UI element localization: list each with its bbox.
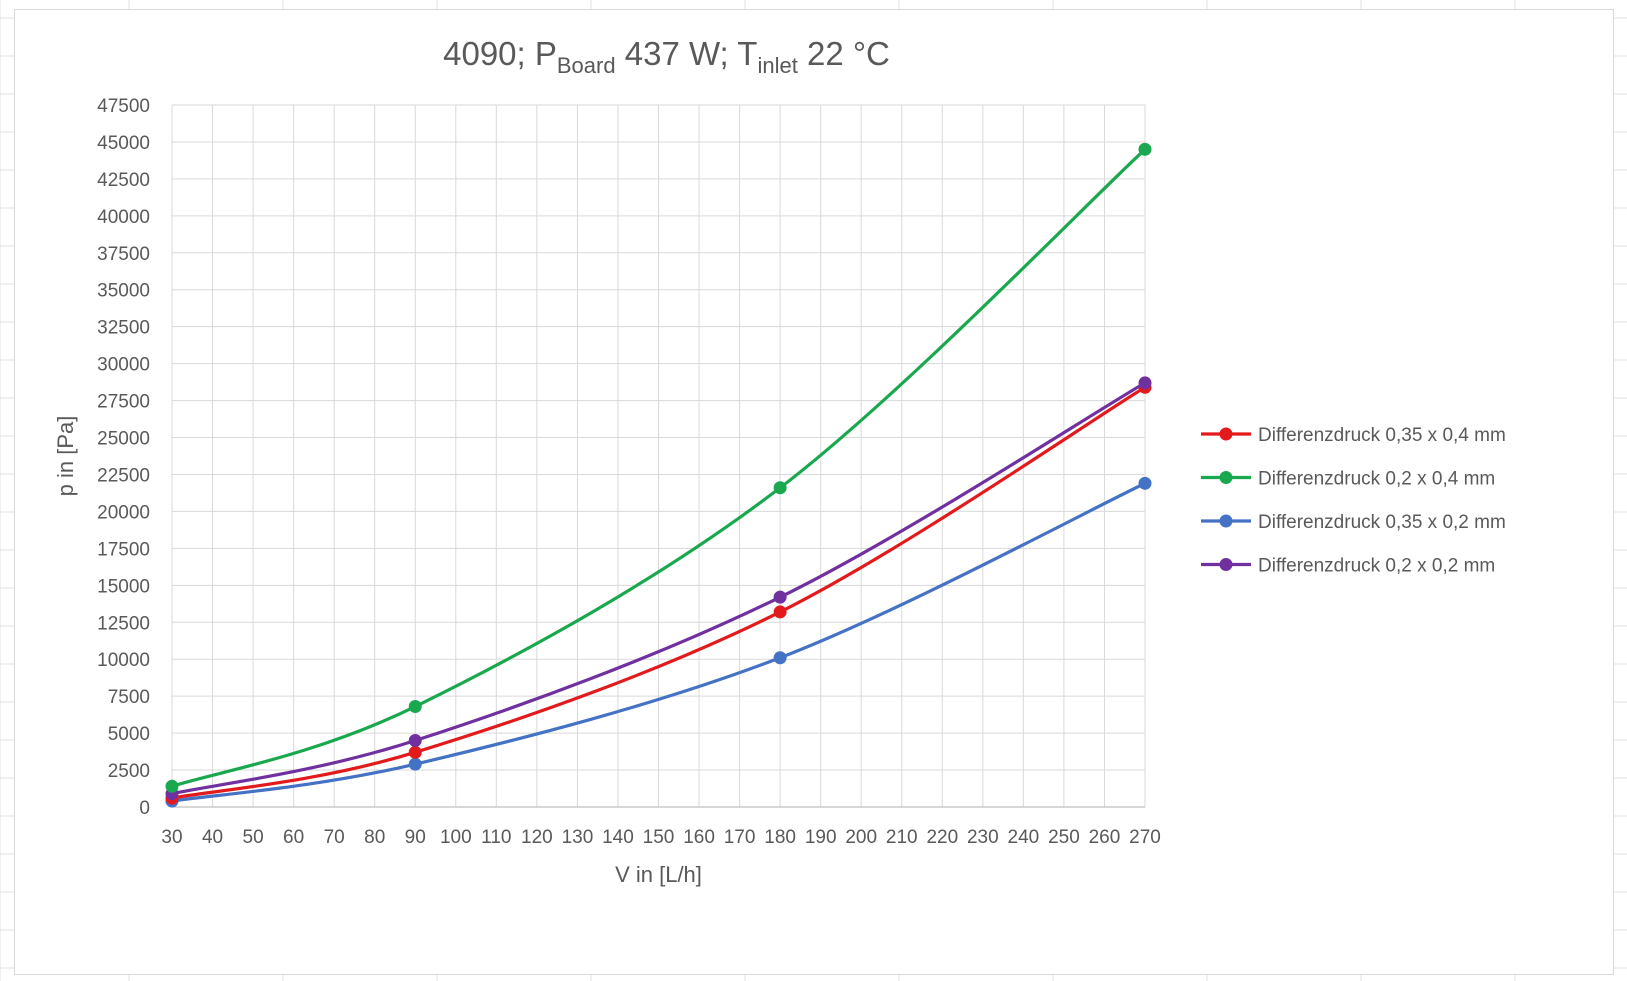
y-tick-label: 22500 [97,465,150,486]
legend: Differenzdruck 0,35 x 0,4 mm Differenzdru… [1201,425,1506,577]
data-point [773,651,787,665]
legend-label: Differenzdruck 0,35 x 0,4 mm [1258,425,1506,446]
legend-item: Differenzdruck 0,35 x 0,2 mm [1201,512,1506,533]
x-tick-label: 140 [602,827,634,848]
series-line [170,481,1147,803]
x-axis-title: V in [L/h] [615,862,702,887]
data-point [408,757,422,771]
data-point [1138,476,1152,490]
data-point [408,700,422,714]
x-tick-label: 110 [481,827,511,848]
x-tick-label: 180 [764,827,796,848]
data-point [773,481,787,495]
y-tick-label: 25000 [97,429,150,450]
data-point [773,605,787,619]
series-2 [165,142,1152,793]
legend-marker [1219,427,1233,441]
x-tick-label: 160 [683,827,715,848]
series-line [170,381,1147,796]
chart-title-subscript: inlet [757,53,797,78]
chart-svg: 4090; PBoard 437 W; Tinlet 22 °C 0 2500 500… [53,35,1506,887]
x-tick-label: 190 [805,827,837,848]
x-tick-label: 240 [1008,827,1040,848]
x-tick-label: 100 [440,827,472,848]
x-tick-label: 250 [1048,827,1080,848]
x-tick-label: 30 [161,827,182,848]
y-tick-label: 2500 [108,761,150,782]
x-tick-label: 70 [324,827,345,848]
data-point [165,779,179,793]
y-tick-label: 20000 [97,502,150,523]
y-tick-label: 17500 [97,539,150,560]
x-tick-label: 40 [202,827,223,848]
y-tick-label: 32500 [97,318,150,339]
y-tick-label: 7500 [108,687,150,708]
x-tick-label: 230 [967,827,999,848]
x-tick-label: 200 [845,827,877,848]
data-point [1138,376,1152,390]
y-tick-label: 45000 [97,133,150,154]
x-tick-label: 80 [364,827,385,848]
series-line [170,147,1147,788]
x-tick-label: 150 [643,827,675,848]
data-point [1138,142,1152,156]
chart-title: 4090; PBoard 437 W; Tinlet 22 °C [443,35,890,78]
data-point [408,745,422,759]
legend-label: Differenzdruck 0,2 x 0,2 mm [1258,556,1495,577]
series-line [170,385,1147,800]
y-tick-label: 35000 [97,281,150,302]
y-axis-title: p in [Pa] [53,416,78,497]
y-tick-label: 27500 [97,392,150,413]
y-tick-label: 5000 [108,724,150,745]
x-tick-label: 130 [562,827,594,848]
x-tick-label: 90 [405,827,426,848]
data-point [773,590,787,604]
x-tick-label: 210 [886,827,918,848]
y-tick-label: 15000 [97,576,150,597]
legend-item: Differenzdruck 0,2 x 0,4 mm [1201,469,1495,490]
legend-marker [1219,471,1233,484]
legend-item: Differenzdruck 0,2 x 0,2 mm [1201,556,1495,577]
x-tick-label: 170 [724,827,756,848]
x-tick-label: 270 [1129,827,1161,848]
chart-title-part: 4090; P [443,35,557,72]
y-tick-label: 42500 [97,170,150,191]
x-tick-label: 120 [521,827,553,848]
y-tick-label: 47500 [97,96,150,117]
legend-label: Differenzdruck 0,35 x 0,2 mm [1258,512,1506,533]
chart-title-part: 437 W; T [616,35,758,72]
y-tick-label: 37500 [97,244,150,265]
y-tick-label: 10000 [97,650,150,671]
x-tick-label: 50 [243,827,264,848]
y-tick-label: 40000 [97,207,150,228]
gridlines [171,104,1146,808]
legend-marker [1219,514,1233,528]
data-point [408,733,422,747]
y-tick-label: 0 [139,798,150,819]
chart-area[interactable]: 4090; PBoard 437 W; Tinlet 22 °C 0 2500 500… [14,9,1614,975]
chart-title-part: 22 °C [798,35,890,72]
y-tick-label: 12500 [97,613,150,634]
legend-item: Differenzdruck 0,35 x 0,4 mm [1201,425,1506,446]
x-tick-label: 260 [1089,827,1121,848]
chart-title-subscript: Board [557,53,616,78]
x-tick-label: 220 [926,827,958,848]
legend-label: Differenzdruck 0,2 x 0,4 mm [1258,469,1495,490]
x-tick-label: 60 [283,827,304,848]
legend-marker [1219,558,1233,571]
y-tick-label: 30000 [97,355,150,376]
